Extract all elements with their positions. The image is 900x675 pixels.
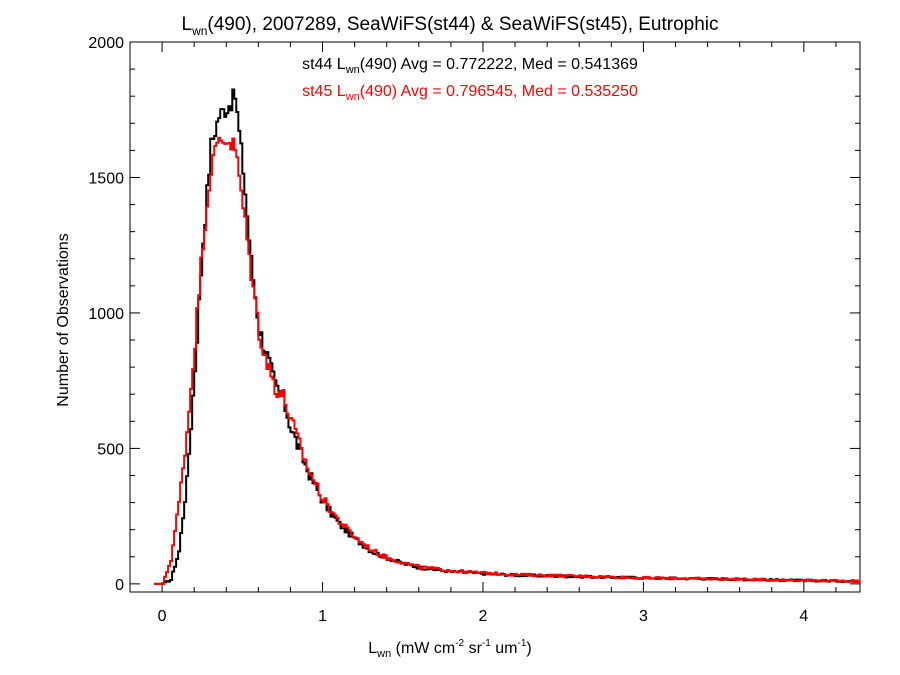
legend-st45-pre: st45 L — [302, 83, 346, 100]
xlabel-units-start: (mW cm — [391, 640, 455, 657]
y-tick-label: 1500 — [88, 170, 124, 187]
y-tick-label: 1000 — [88, 306, 124, 323]
plot-frame — [129, 41, 861, 593]
legend-st44-post: (490) Avg = 0.772222, Med = 0.541369 — [360, 56, 638, 73]
x-tick-label: 2 — [479, 608, 488, 625]
x-axis-label: Lwn (mW cm-2 sr-1 um-1) — [368, 638, 531, 660]
series-line-st44 — [154, 88, 860, 585]
legend-st45-post: (490) Avg = 0.796545, Med = 0.535250 — [360, 83, 638, 100]
x-tick-label: 3 — [639, 608, 648, 625]
xlabel-main: L — [368, 640, 377, 657]
legend-entry-st44: st44 Lwn(490) Avg = 0.772222, Med = 0.54… — [302, 56, 638, 76]
series-layer — [154, 88, 860, 585]
title-main: L — [181, 14, 192, 35]
series-line-st45 — [154, 136, 860, 585]
xlabel-close: ) — [526, 640, 531, 657]
xlabel-sub: wn — [376, 648, 391, 660]
xlabel-sup2: -1 — [482, 638, 491, 649]
y-tick-label: 2000 — [88, 35, 124, 52]
y-tick-label: 0 — [115, 577, 124, 594]
legend-st45-sub: wn — [345, 91, 360, 103]
legend-st44-pre: st44 L — [302, 56, 346, 73]
y-axis-label: Number of Observations — [55, 233, 72, 406]
y-tick-label: 500 — [97, 441, 124, 458]
title-subscript: wn — [191, 24, 207, 38]
xlabel-sup1: -2 — [455, 638, 464, 649]
legend-st44-sub: wn — [345, 64, 360, 76]
xlabel-units-mid: sr — [464, 640, 482, 657]
x-tick-label: 1 — [318, 608, 327, 625]
xlabel-units-end: um — [491, 640, 518, 657]
x-tick-label: 4 — [799, 608, 808, 625]
chart-title: Lwn(490), 2007289, SeaWiFS(st44) & SeaWi… — [181, 14, 718, 38]
legend-entry-st45: st45 Lwn(490) Avg = 0.796545, Med = 0.53… — [302, 83, 638, 103]
x-tick-label: 0 — [158, 608, 167, 625]
xlabel-sup3: -1 — [517, 638, 526, 649]
title-rest: (490), 2007289, SeaWiFS(st44) & SeaWiFS(… — [207, 14, 718, 35]
axes-layer: 0 1 2 3 4 0 500 1000 1500 2000 — [88, 35, 861, 625]
